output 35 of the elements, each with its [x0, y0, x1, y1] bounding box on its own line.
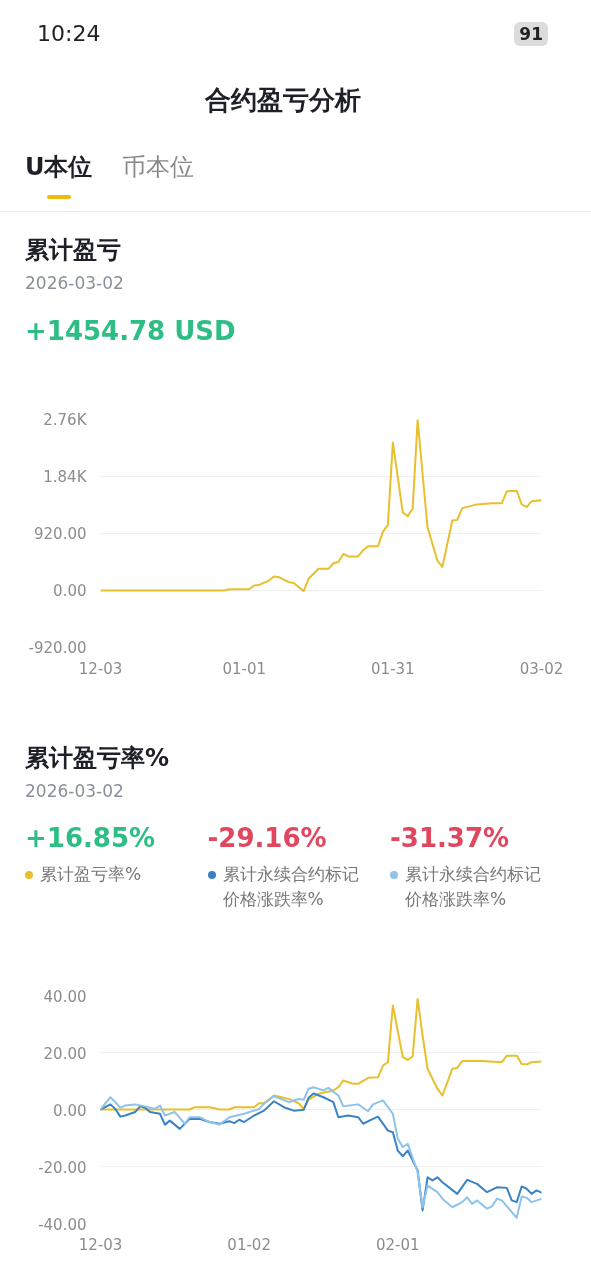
line-series [100, 997, 542, 1111]
x-tick-label: 01-01 [222, 659, 266, 678]
y-tick-label: 1.84K [43, 467, 88, 486]
x-tick-label: 03-02 [519, 659, 564, 678]
y-tick-label: -40.00 [38, 1215, 87, 1234]
x-tick-label: 12-03 [78, 1235, 123, 1254]
y-tick-label: 920.00 [34, 524, 87, 543]
y-tick-label: -920.00 [28, 638, 87, 657]
text: 10:24 [37, 20, 101, 48]
x-tick-label: 01-02 [227, 1235, 271, 1254]
chart-subtitle: 2026-03-02 [24, 780, 125, 802]
text: -31.37% [390, 822, 510, 855]
y-tick-label: 40.00 [43, 987, 87, 1006]
y-tick-label: 0.00 [53, 581, 87, 600]
y-tick-label: 0.00 [53, 1101, 87, 1120]
text: U本位 [25, 152, 93, 183]
legend-label: 累计永续合约标记价格涨跌率% [404, 863, 542, 911]
text: 合约盈亏分析 [204, 84, 362, 117]
y-tick-label: 2.76K [43, 410, 88, 429]
x-tick-label: 02-01 [376, 1235, 420, 1254]
chart-subtitle: 2026-03-02 [24, 272, 125, 294]
chart-title: 累计盈亏率% [24, 743, 171, 774]
x-tick-label: 12-03 [78, 659, 123, 678]
line-series [100, 419, 542, 593]
legend-label: 累计永续合约标记价格涨跌率% [221, 863, 360, 911]
text: +1454.78 USD [24, 315, 237, 348]
text: 91 [514, 22, 548, 46]
legend-label: 累计盈亏率% [39, 863, 143, 886]
x-tick-label: 01-31 [371, 659, 415, 678]
text: -29.16% [207, 822, 327, 855]
text: 币本位 [122, 152, 194, 183]
text: +16.85% [25, 822, 156, 855]
y-tick-label: 20.00 [43, 1044, 87, 1063]
chart-title: 累计盈亏 [24, 235, 122, 266]
y-tick-label: -20.00 [38, 1158, 87, 1177]
